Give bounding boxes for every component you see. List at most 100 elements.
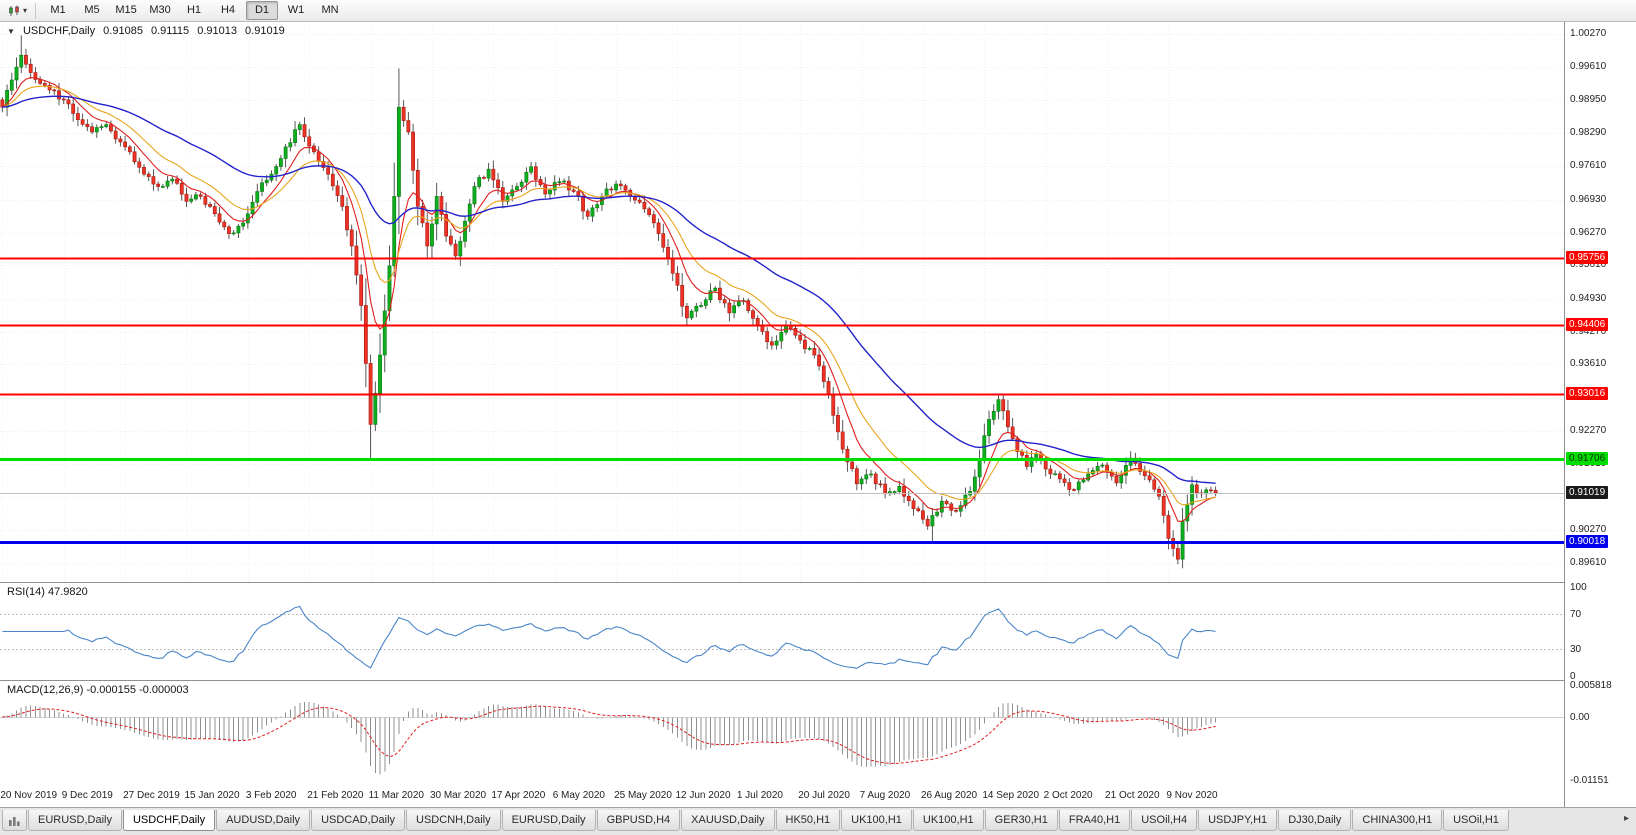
chart-tab-uk100-h1[interactable]: UK100,H1	[841, 810, 912, 831]
rsi-line	[2, 605, 1216, 669]
chart-tab-hk50-h1[interactable]: HK50,H1	[775, 810, 841, 831]
current-price-badge: 0.91019	[1566, 485, 1609, 499]
date-axis-label: 30 Mar 2020	[429, 790, 487, 801]
date-axis-label: 9 Nov 2020	[1166, 790, 1218, 801]
chart-area[interactable]: ▼ USDCHF,Daily 0.91085 0.91115 0.91013 0…	[0, 22, 1636, 807]
macd-axis-label: 0.00	[1570, 711, 1590, 723]
toolbar-separator	[35, 2, 37, 19]
date-axis-label: 14 Sep 2020	[982, 790, 1040, 801]
chart-tab-gbpusd-h4[interactable]: GBPUSD,H4	[596, 810, 681, 831]
candles	[0, 35, 1218, 569]
quote-close: 0.91019	[245, 25, 285, 37]
chart-tab-eurusd-daily[interactable]: EURUSD,Daily	[501, 810, 596, 831]
chart-tab-usdcad-daily[interactable]: USDCAD,Daily	[311, 810, 406, 831]
chart-tab-eurusd-daily[interactable]: EURUSD,Daily	[28, 810, 122, 831]
date-axis-label: 27 Dec 2019	[123, 790, 180, 801]
timeframe-button-m15[interactable]: M15	[115, 4, 137, 16]
pane-separator[interactable]	[0, 582, 1636, 583]
chart-title-symbol: USDCHF,Daily	[22, 25, 96, 37]
price-line-badge: 0.93016	[1566, 386, 1609, 400]
price-axis-label: 0.98290	[1570, 126, 1607, 138]
macd-axis-label: -0.01151	[1570, 775, 1609, 786]
tabs-scroll-right-icon[interactable]: ▸	[1623, 813, 1629, 824]
chart-tab-usdcnh-daily[interactable]: USDCNH,Daily	[406, 810, 501, 831]
price-axis-label: 0.92270	[1570, 424, 1607, 436]
price-axis-label: 0.96930	[1570, 193, 1607, 205]
chart-title: ▼ USDCHF,Daily 0.91085 0.91115 0.91013 0…	[7, 25, 290, 37]
chart-tab-xauusd-daily[interactable]: XAUUSD,Daily	[681, 810, 775, 831]
price-axis-label: 0.96270	[1570, 226, 1607, 238]
date-axis-label: 6 May 2020	[552, 790, 605, 801]
timeframe-button-m1[interactable]: M1	[50, 4, 66, 16]
macd-pane-title: MACD(12,26,9) -0.000155 -0.000003	[7, 684, 194, 696]
timeframe-toolbar: ▾ M1 M5 M15 M30 H1 H4 D1 W1 MN	[0, 0, 1636, 22]
price-axis[interactable]: 1.00270 0.99610 0.98950 0.98290 0.97610 0.969…	[1564, 22, 1636, 807]
date-axis[interactable]: 20 Nov 2019 9 Dec 2019 27 Dec 2019 15 Jan 2…	[0, 784, 1564, 807]
price-axis-label: 0.94930	[1570, 293, 1607, 305]
date-axis-label: 21 Feb 2020	[307, 790, 364, 801]
chart-tabs-bar: EURUSD,Daily USDCHF,Daily AUDUSD,Daily USDC…	[0, 807, 1636, 835]
price-line-badge: 0.90018	[1566, 535, 1609, 549]
chart-tab-dj30-daily[interactable]: DJ30,Daily	[1278, 810, 1352, 831]
timeframe-button-d1[interactable]: D1	[246, 1, 279, 20]
pane-separator[interactable]	[0, 680, 1636, 681]
chart-type-dropdown[interactable]: ▾	[5, 4, 30, 18]
chart-tab-china300-h1[interactable]: CHINA300,H1	[1352, 810, 1443, 831]
macd-axis-label: 0.005818	[1570, 680, 1612, 691]
macd-indicator-pane[interactable]	[0, 681, 1564, 784]
chevron-down-icon: ▾	[23, 6, 28, 15]
timeframe-button-h4[interactable]: H4	[220, 4, 236, 16]
price-axis-label: 0.97610	[1570, 160, 1607, 172]
price-line-badge: 0.94406	[1566, 317, 1609, 331]
price-line-badge: 0.91706	[1566, 451, 1609, 465]
timeframe-button-mn[interactable]: MN	[321, 4, 339, 16]
macd-title-label: MACD(12,26,9) -0.000155 -0.000003	[7, 684, 189, 696]
rsi-axis-label: 100	[1570, 582, 1587, 593]
price-axis-label: 0.94270	[1570, 325, 1607, 337]
medium-ma-gold[interactable]	[2, 85, 1216, 506]
date-axis-label: 3 Feb 2020	[245, 790, 297, 801]
quote-high: 0.91115	[151, 25, 190, 37]
chart-tab-usdchf-daily[interactable]: USDCHF,Daily	[122, 810, 216, 831]
price-axis-label: 0.98950	[1570, 93, 1607, 105]
rsi-indicator-pane[interactable]	[0, 583, 1564, 680]
chart-tab-ger30-h1[interactable]: GER30,H1	[984, 810, 1058, 831]
timeframe-button-m30[interactable]: M30	[149, 4, 171, 16]
macd-signal-line	[2, 705, 1216, 765]
main-price-pane[interactable]	[0, 22, 1564, 582]
timeframe-buttons-group: M1 M5 M15 M30 H1 H4 D1 W1 MN	[41, 1, 347, 20]
date-axis-label: 1 Jul 2020	[736, 790, 783, 801]
quote-low: 0.91013	[197, 25, 237, 37]
date-axis-label: 20 Jul 2020	[798, 790, 850, 801]
chart-tab-uk100-h1[interactable]: UK100,H1	[912, 810, 984, 831]
price-axis-label: 0.89610	[1570, 556, 1607, 568]
collapse-triangle-icon[interactable]: ▼	[7, 27, 15, 36]
date-axis-label: 15 Jan 2020	[184, 790, 240, 801]
bar-chart-icon	[9, 816, 20, 826]
price-axis-label: 1.00270	[1570, 28, 1607, 40]
quote-open: 0.91085	[103, 25, 143, 37]
chart-tab-usoil-h4[interactable]: USOil,H4	[1131, 810, 1198, 831]
price-line-badge: 0.95756	[1566, 251, 1609, 265]
price-axis-label: 0.93610	[1570, 358, 1607, 370]
slow-ma-blue[interactable]	[2, 95, 1216, 484]
timeframe-button-h1[interactable]: H1	[186, 4, 202, 16]
chart-tab-audusd-daily[interactable]: AUDUSD,Daily	[216, 810, 311, 831]
rsi-axis-label: 30	[1570, 644, 1582, 656]
date-axis-label: 17 Apr 2020	[491, 790, 546, 801]
price-axis-label: 0.99610	[1570, 61, 1607, 73]
timeframe-button-w1[interactable]: W1	[287, 4, 305, 16]
chart-tab-usdjpy-h1[interactable]: USDJPY,H1	[1198, 810, 1278, 831]
rsi-title-label: RSI(14) 47.9820	[7, 586, 88, 598]
timeframe-button-m5[interactable]: M5	[84, 4, 100, 16]
date-axis-label: 11 Mar 2020	[368, 790, 424, 801]
charts-overview-tab[interactable]	[2, 810, 27, 831]
chart-tab-fra40-h1[interactable]: FRA40,H1	[1058, 810, 1131, 831]
date-axis-label: 2 Oct 2020	[1043, 790, 1093, 801]
macd-histogram	[1, 701, 1217, 775]
rsi-pane-title: RSI(14) 47.9820	[7, 586, 93, 598]
candlestick-chart-icon	[9, 5, 19, 16]
date-axis-label: 12 Jun 2020	[675, 790, 731, 801]
price-axis-label: 0.90270	[1570, 523, 1607, 535]
chart-tab-usoil-h1[interactable]: USOil,H1	[1443, 810, 1509, 831]
